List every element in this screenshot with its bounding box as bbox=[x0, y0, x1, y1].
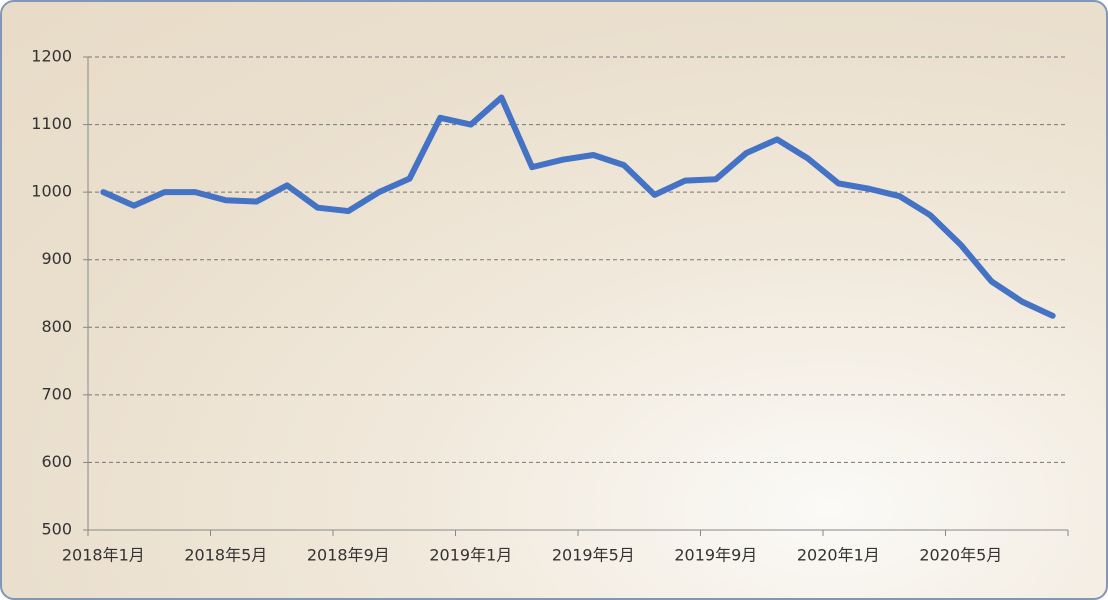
y-tick-label: 800 bbox=[41, 317, 72, 336]
y-tick-label: 700 bbox=[41, 384, 72, 403]
x-tick-label: 2020年1月 bbox=[797, 546, 880, 565]
x-tick-label: 2019年9月 bbox=[674, 546, 757, 565]
y-tick-label: 600 bbox=[41, 452, 72, 471]
x-tick-label: 2019年5月 bbox=[552, 546, 635, 565]
y-tick-label: 500 bbox=[41, 520, 72, 539]
x-tick-label: 2020年5月 bbox=[919, 546, 1002, 565]
data-line bbox=[100, 94, 1056, 319]
y-tick-label: 900 bbox=[41, 249, 72, 268]
y-tick-label: 1200 bbox=[31, 47, 72, 66]
x-tick-label: 2018年5月 bbox=[184, 546, 267, 565]
x-tick-label: 2018年1月 bbox=[62, 546, 145, 565]
x-tick-label: 2019年1月 bbox=[429, 546, 512, 565]
x-tick-label: 2018年9月 bbox=[307, 546, 390, 565]
y-tick-label: 1000 bbox=[31, 182, 72, 201]
y-tick-label: 1100 bbox=[31, 114, 72, 133]
